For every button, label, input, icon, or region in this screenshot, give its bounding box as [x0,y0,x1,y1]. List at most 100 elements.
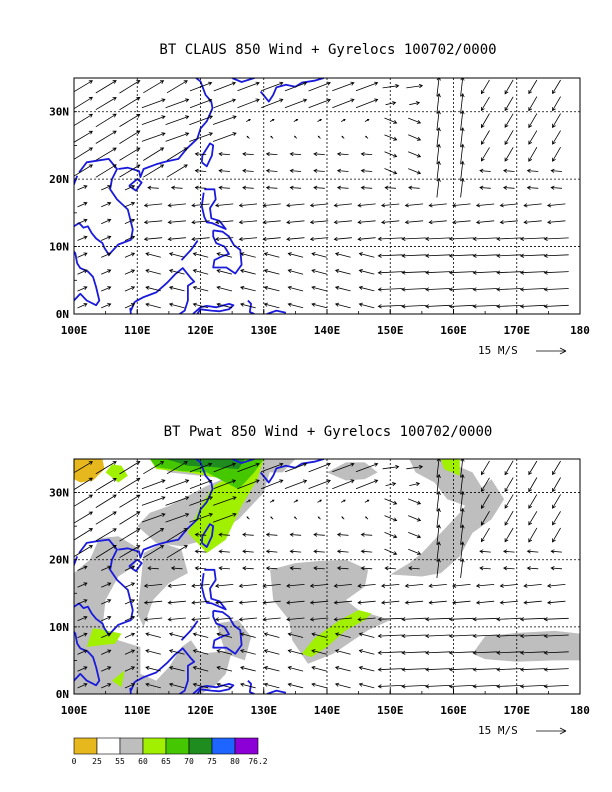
wind-vector [95,97,117,111]
wind-vector [170,185,183,190]
wind-vector [360,532,373,537]
x-tick-label: 120E [187,324,214,337]
wind-vector [552,130,561,145]
wind-vector [357,236,376,242]
wind-vector [311,632,327,638]
wind-vector [333,236,352,242]
wind-vector [141,496,166,506]
wind-vector [262,600,281,605]
wind-vector [460,110,465,131]
wind-vector [124,666,136,672]
wind-vector [436,160,441,181]
wind-vector [262,203,281,208]
wind-vector [246,499,251,503]
wind-vector [77,269,88,275]
pwat-colorbar: 0 25 55 60 65 70 75 80 76.2 [72,737,268,766]
colorbar-swatch [119,737,144,755]
wind-vector [77,616,88,622]
wind-vector [191,203,210,208]
wind-vector [77,252,88,258]
wind-vector [213,81,237,92]
wind-vector [215,600,234,605]
wind-vector [240,665,256,672]
axes-bottom: 100E 110E 120E 130E 140E 150E 160E 170E 180 0N 10N… [49,458,590,717]
wind-vector [384,498,398,505]
y-tick-label: 0N [56,308,69,321]
wind-vector [74,494,93,507]
wind-vector [550,566,563,571]
wind-vector [358,302,375,309]
wind-vector [519,253,546,258]
wind-vector [168,252,185,258]
wind-vector [519,650,546,655]
x-tick-label: 180 [570,324,590,337]
wind-vector [311,665,327,672]
wind-vector [284,479,308,489]
wind-vector [360,549,373,554]
colorbar-swatch [142,737,167,755]
wind-vector [261,462,284,473]
y-tick-label: 0N [56,688,69,701]
wind-vector [212,512,237,523]
wind-vector [145,665,161,672]
wind-vector [503,168,515,173]
wind-vector [336,532,349,537]
y-tick-label: 30N [49,106,69,119]
wind-vector [504,460,514,476]
wind-vector [436,177,441,198]
coastline [200,142,215,168]
pwat-region-55-60 [327,462,378,481]
wind-vector [143,600,163,605]
wind-vector [286,600,305,605]
wind-vector [240,632,256,638]
wind-vector [355,81,379,92]
wind-vector [311,285,327,292]
pwat-region-60-65 [105,464,128,483]
wind-vector [262,617,281,622]
wind-vector [77,599,88,605]
wind-vector [341,119,346,122]
x-tick-label: 150E [377,704,404,717]
wind-vector [472,650,498,655]
wind-vector [168,632,185,638]
coastline [74,538,134,636]
wind-vector [119,147,141,161]
colorbar-label: 65 [161,757,171,766]
wind-vector [479,185,491,190]
wind-vector [95,147,117,161]
coastline [200,188,227,230]
wind-vector [334,682,351,689]
wind-vector [479,566,491,571]
wind-vector [528,494,538,509]
x-tick-label: 130E [251,324,278,337]
wind-vector [238,617,258,622]
wind-vector [287,632,304,638]
wind-vector [452,600,471,605]
wind-vector [294,135,298,139]
wind-vector [528,477,538,493]
wind-vector [384,134,398,141]
scale-arrow-head-top [559,347,567,355]
coastline [180,620,199,641]
wind-vector [289,549,302,554]
wind-vector [286,203,305,208]
wind-vector [77,218,88,225]
wind-vector [317,516,321,520]
wind-vector [287,649,304,655]
wind-vector [472,287,498,292]
wind-vector [503,185,515,190]
wind-vector [332,479,355,490]
coastline [247,679,255,694]
wind-vector [77,185,88,191]
wind-vector [189,496,214,506]
wind-vector [95,164,117,178]
wind-vector [166,147,188,161]
coastline [259,459,325,484]
wind-vector [313,151,325,157]
wind-vector [119,528,141,542]
wind-vector [504,96,514,112]
wind-vector [119,164,141,178]
wind-vector [503,566,515,571]
wind-vector [496,270,522,275]
wind-map-panel-top: BT CLAUS 850 Wind + Gyrelocs 100702/0000… [49,42,590,357]
